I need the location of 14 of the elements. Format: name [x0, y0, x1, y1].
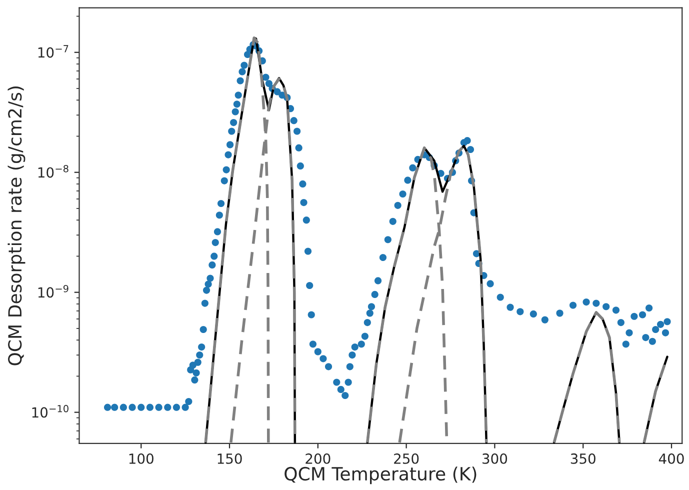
y-tick-label: 10$^{−9}$ — [38, 284, 68, 298]
x-tick-label: 100 — [129, 453, 154, 464]
x-tick-label: 350 — [570, 453, 596, 464]
x-tick-label: 200 — [306, 453, 330, 464]
x-axis-title: QCM Temperature (K) — [284, 466, 476, 484]
line-series — [552, 311, 621, 444]
y-tick-label: 10$^{−8}$ — [38, 164, 68, 178]
x-tick-label: 150 — [218, 453, 242, 464]
y-tick-label: 10$^{−10}$ — [32, 404, 68, 418]
y-axis-title: QCM Desorption rate (g/cm2/s) — [8, 86, 26, 366]
x-tick-label: 250 — [394, 453, 419, 464]
y-tick-label: 10$^{−7}$ — [38, 45, 68, 58]
x-tick-label: 400 — [658, 453, 684, 464]
x-tick-label: 300 — [482, 453, 508, 464]
